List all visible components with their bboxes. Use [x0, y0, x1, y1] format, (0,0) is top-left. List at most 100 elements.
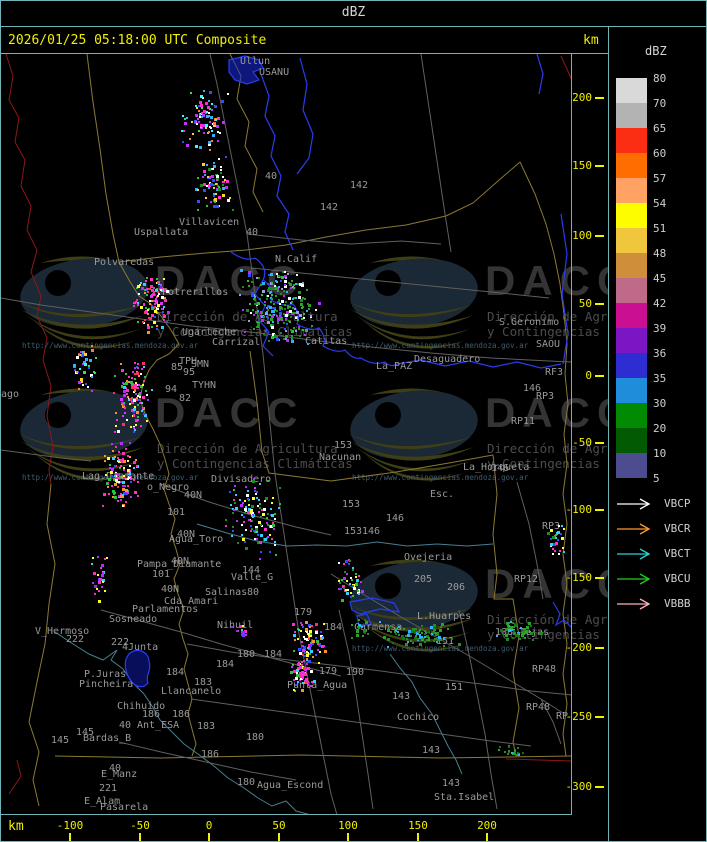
radar-echo-pixel: [356, 581, 358, 583]
radar-echo-pixel: [278, 339, 280, 341]
radar-echo-pixel: [301, 689, 304, 692]
radar-echo-pixel: [205, 197, 207, 199]
radar-echo-pixel: [256, 277, 258, 279]
radar-echo-pixel: [556, 533, 558, 535]
radar-echo-pixel: [115, 465, 117, 467]
radar-echo-pixel: [316, 640, 319, 643]
radar-echo-pixel: [295, 330, 297, 332]
radar-echo-pixel: [93, 572, 96, 575]
radar-echo-pixel: [82, 352, 84, 354]
radar-echo-pixel: [206, 205, 208, 207]
dbz-scale-value: 35: [653, 372, 667, 385]
radar-echo-pixel: [239, 294, 241, 296]
radar-echo-pixel: [124, 485, 126, 487]
radar-echo-pixel: [149, 288, 151, 290]
radar-echo-pixel: [196, 123, 198, 125]
radar-echo-pixel: [200, 126, 202, 128]
radar-echo-pixel: [267, 524, 269, 526]
radar-echo-pixel: [143, 283, 146, 286]
radar-echo-pixel: [138, 399, 140, 401]
radar-echo-pixel: [97, 556, 99, 558]
radar-echo-pixel: [418, 631, 420, 633]
radar-echo-pixel: [557, 531, 560, 534]
map-place-label: 85: [171, 362, 184, 373]
radar-echo-pixel: [121, 461, 123, 463]
dbz-color-swatch: [616, 278, 647, 303]
map-place-label: 222: [111, 637, 130, 648]
map-place-label: RP48: [532, 664, 557, 675]
radar-echo-pixel: [291, 340, 294, 343]
map-place-label: Ovejeria: [404, 552, 453, 563]
radar-echo-pixel: [512, 752, 515, 755]
radar-echo-pixel: [285, 314, 288, 317]
map-place-label: 151: [436, 636, 455, 647]
radar-echo-pixel: [92, 557, 94, 559]
radar-echo-pixel: [285, 301, 287, 303]
map-place-label: 146: [362, 526, 381, 537]
radar-echo-pixel: [147, 313, 149, 315]
radar-echo-pixel: [256, 497, 258, 499]
radar-echo-pixel: [148, 317, 150, 319]
radar-echo-pixel: [346, 592, 349, 595]
radar-echo-pixel: [181, 130, 183, 132]
radar-echo-pixel: [123, 469, 125, 471]
radar-echo-pixel: [211, 140, 213, 142]
radar-echo-pixel: [213, 124, 216, 127]
radar-echo-pixel: [308, 660, 311, 663]
radar-echo-pixel: [161, 289, 164, 292]
radar-echo-pixel: [156, 296, 158, 298]
radar-echo-pixel: [206, 111, 208, 113]
radar-echo-pixel: [115, 476, 118, 479]
radar-echo-pixel: [110, 471, 113, 474]
radar-echo-pixel: [248, 519, 250, 521]
radar-echo-pixel: [319, 651, 321, 653]
radar-echo-pixel: [153, 291, 155, 293]
radar-echo-pixel: [149, 300, 151, 302]
radar-echo-pixel: [298, 291, 301, 294]
radar-echo-pixel: [300, 630, 302, 632]
radar-echo-pixel: [127, 455, 129, 457]
radar-echo-pixel: [272, 333, 275, 336]
vector-legend-row: VBCT: [616, 547, 706, 561]
radar-echo-pixel: [282, 271, 284, 273]
radar-echo-pixel: [217, 131, 219, 133]
radar-echo-pixel: [358, 575, 360, 577]
x-axis-tick-label: -50: [130, 819, 150, 832]
radar-echo-pixel: [206, 164, 208, 166]
radar-echo-pixel: [134, 390, 136, 392]
radar-echo-pixel: [254, 296, 256, 298]
map-place-label: 40N: [177, 529, 196, 540]
radar-echo-pixel: [440, 626, 442, 628]
radar-echo-pixel: [561, 537, 564, 540]
dbz-color-swatch: [616, 78, 647, 103]
y-axis-tick-mark: [595, 165, 604, 167]
radar-echo-pixel: [141, 410, 143, 412]
radar-echo-pixel: [421, 638, 424, 641]
radar-echo-pixel: [259, 298, 261, 300]
radar-echo-pixel: [192, 133, 194, 135]
radar-echo-pixel: [502, 633, 504, 635]
y-axis-tick-label: -300: [565, 780, 593, 793]
radar-echo-pixel: [318, 662, 320, 664]
radar-echo-pixel: [294, 631, 296, 633]
radar-echo-pixel: [291, 312, 293, 314]
radar-echo-pixel: [276, 315, 278, 317]
radar-echo-pixel: [299, 314, 302, 317]
radar-echo-pixel: [289, 283, 292, 286]
radar-echo-pixel: [343, 587, 345, 589]
radar-echo-pixel: [245, 529, 247, 531]
radar-echo-pixel: [259, 558, 261, 560]
radar-echo-pixel: [134, 388, 136, 390]
radar-echo-pixel: [248, 320, 250, 322]
radar-echo-pixel: [415, 628, 417, 630]
radar-echo-pixel: [121, 495, 124, 498]
radar-echo-pixel: [312, 640, 315, 643]
radar-echo-pixel: [278, 286, 280, 288]
radar-echo-pixel: [227, 93, 229, 95]
map-place-label: ago: [1, 389, 20, 400]
radar-echo-pixel: [197, 118, 199, 120]
radar-echo-pixel: [124, 407, 126, 409]
map-place-label: 146: [523, 383, 542, 394]
radar-echo-pixel: [207, 176, 209, 178]
radar-echo-pixel: [144, 414, 147, 417]
